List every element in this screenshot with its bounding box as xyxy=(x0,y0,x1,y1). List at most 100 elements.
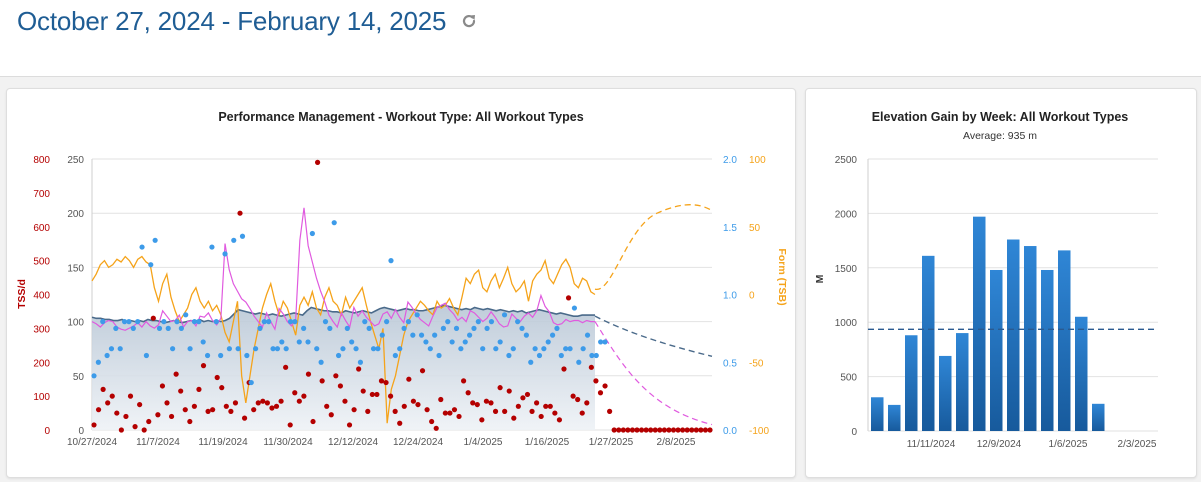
if-axis-tick: 0.5 xyxy=(723,358,737,369)
if-point xyxy=(283,346,289,352)
if-axis-tick: 0.0 xyxy=(723,426,737,437)
if-point xyxy=(558,352,564,359)
if-point xyxy=(252,346,259,352)
refresh-icon[interactable] xyxy=(461,13,477,29)
tss-point xyxy=(100,386,106,392)
if-point xyxy=(602,339,608,345)
tss-point xyxy=(511,415,517,421)
tss-point xyxy=(337,383,343,389)
tss-point xyxy=(447,410,453,416)
if-point xyxy=(296,339,302,345)
tss-point xyxy=(698,427,704,433)
elevation-bar xyxy=(1007,239,1020,431)
x-axis-tick: 11/19/2024 xyxy=(198,437,248,448)
if-point xyxy=(436,352,442,359)
tss-axis-tick: 0 xyxy=(44,426,50,437)
if-point xyxy=(100,319,106,325)
tss-point xyxy=(543,403,549,409)
elevation-gain-card: Elevation Gain by Week: All Workout Type… xyxy=(805,88,1197,478)
if-point xyxy=(187,346,193,352)
if-point xyxy=(510,346,516,352)
tss-point xyxy=(251,407,257,413)
tss-point xyxy=(552,410,558,416)
tss-point xyxy=(547,403,553,409)
if-point xyxy=(183,312,189,318)
if-point xyxy=(528,359,534,365)
elevation-bar xyxy=(1041,269,1054,431)
tss-axis-tick: 200 xyxy=(33,358,50,369)
tss-point xyxy=(214,374,220,381)
if-point xyxy=(471,325,477,331)
elevation-bar xyxy=(888,404,901,431)
date-range-title[interactable]: October 27, 2024 - February 14, 2025 xyxy=(17,6,447,37)
chart-title: Performance Management - Workout Type: A… xyxy=(218,110,583,124)
tss-point xyxy=(702,427,709,433)
tss-point xyxy=(346,422,353,428)
if-point xyxy=(113,325,119,331)
if-point xyxy=(279,339,285,345)
if-point xyxy=(388,258,394,264)
if-point xyxy=(497,339,503,345)
tss-point xyxy=(625,427,631,433)
tss-point xyxy=(296,398,302,404)
tss-point xyxy=(638,427,645,433)
tss-point xyxy=(616,427,622,433)
elevation-bar xyxy=(1058,250,1071,431)
tss-point xyxy=(319,378,325,384)
x-axis-tick: 12/24/2024 xyxy=(393,437,443,448)
tss-point xyxy=(269,405,275,411)
tss-point xyxy=(451,407,458,413)
tss-axis-tick: 700 xyxy=(33,189,50,200)
tss-point xyxy=(680,427,686,433)
elevation-bar xyxy=(990,269,1003,431)
tsb-axis-label: Form (TSB) xyxy=(776,248,788,305)
tsb-axis-tick: 0 xyxy=(749,291,755,302)
tss-point xyxy=(419,368,426,374)
if-point xyxy=(488,319,495,325)
tss-point xyxy=(210,407,216,413)
if-point xyxy=(121,319,128,325)
tss-point xyxy=(383,379,389,386)
tss-point xyxy=(474,401,480,408)
x-axis-tick: 1/4/2025 xyxy=(464,437,503,448)
if-point xyxy=(370,346,377,352)
tss-point xyxy=(91,422,97,428)
x-axis-tick: 1/6/2025 xyxy=(1049,439,1088,450)
tss-point xyxy=(433,425,439,431)
tss-point xyxy=(397,420,403,426)
y-axis-tick: 1000 xyxy=(835,318,858,329)
if-point xyxy=(117,346,123,352)
tss-point xyxy=(561,366,567,372)
tss-point xyxy=(219,385,225,391)
tss-point xyxy=(324,403,330,409)
chart-title: Elevation Gain by Week: All Workout Type… xyxy=(872,110,1129,124)
tss-point xyxy=(132,424,138,430)
y-axis-tick: 500 xyxy=(840,373,857,384)
tss-point xyxy=(342,398,348,404)
tss-point xyxy=(666,427,672,433)
if-point xyxy=(239,233,246,239)
load-axis-tick: 100 xyxy=(67,318,84,329)
tss-point xyxy=(593,378,599,384)
tss-point xyxy=(200,363,207,369)
if-point xyxy=(174,319,180,325)
tss-point xyxy=(283,364,289,370)
if-point xyxy=(397,346,403,352)
if-axis-tick: 2.0 xyxy=(723,155,737,166)
x-axis-tick: 1/16/2025 xyxy=(525,437,570,448)
tss-point xyxy=(689,427,695,433)
if-point xyxy=(126,319,132,325)
if-point xyxy=(349,339,355,345)
tss-point xyxy=(378,378,385,384)
tss-point xyxy=(461,378,467,384)
tss-point xyxy=(292,390,298,396)
tss-point xyxy=(123,413,129,420)
tss-point xyxy=(588,364,594,370)
if-point xyxy=(270,346,276,352)
if-point xyxy=(418,332,425,338)
tss-point xyxy=(415,401,421,408)
tss-point xyxy=(137,401,143,408)
tss-point xyxy=(232,400,239,406)
elevation-bar xyxy=(905,335,918,431)
chart-subtitle: Average: 935 m xyxy=(963,130,1037,142)
